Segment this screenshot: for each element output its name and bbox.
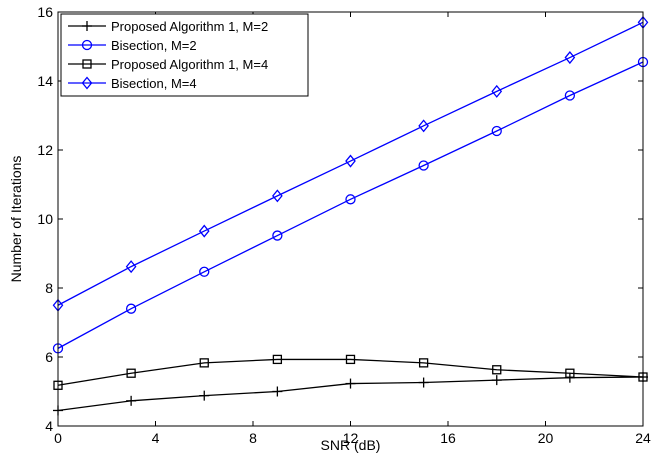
- legend-item: Bisection, M=4: [68, 76, 197, 91]
- x-tick-label: 0: [54, 430, 62, 446]
- legend: Proposed Algorithm 1, M=2 Bisection, M=2 P…: [60, 13, 309, 97]
- x-tick-label: 20: [538, 430, 554, 446]
- legend-box: [60, 13, 309, 97]
- y-tick-label: 4: [45, 418, 53, 434]
- y-tick-label: 14: [37, 73, 53, 89]
- series-line: [57, 61, 644, 349]
- x-tick-label: 12: [343, 430, 359, 446]
- plus-marker: [126, 395, 137, 406]
- diamond-marker: [345, 154, 356, 168]
- diamond-marker: [81, 76, 93, 90]
- square-marker: [492, 365, 502, 375]
- series-line: [57, 358, 644, 386]
- y-tick-label: 12: [37, 142, 53, 158]
- series-line: [57, 21, 644, 306]
- diamond-marker: [491, 84, 503, 98]
- series-circle: [52, 56, 649, 354]
- plus-marker: [491, 375, 502, 386]
- diamond-marker: [198, 224, 210, 238]
- legend-label: Proposed Algorithm 1, M=2: [111, 19, 268, 34]
- diamond-marker: [125, 260, 137, 274]
- circle-marker: [345, 194, 356, 205]
- y-tick-label: 6: [45, 349, 53, 365]
- circle-marker: [564, 90, 576, 101]
- plus-marker: [418, 377, 429, 388]
- diamond-marker: [272, 189, 283, 203]
- legend-item: Proposed Algorithm 1, M=2: [68, 19, 268, 34]
- circle-marker: [125, 303, 137, 314]
- square-marker: [272, 354, 283, 365]
- circle-marker: [199, 266, 210, 277]
- square-marker: [418, 358, 429, 368]
- y-tick-label: 8: [45, 280, 53, 296]
- plus-marker: [199, 390, 210, 401]
- x-tick-label: 4: [152, 430, 160, 446]
- circle-marker: [491, 125, 502, 137]
- x-tick-label: 24: [635, 430, 651, 446]
- square-marker: [345, 354, 356, 365]
- plus-marker: [272, 386, 283, 397]
- legend-label: Proposed Algorithm 1, M=4: [111, 57, 268, 72]
- plus-marker: [82, 21, 92, 31]
- y-tick-label: 10: [37, 211, 53, 227]
- legend-label: Bisection, M=2: [111, 38, 197, 53]
- square-marker: [82, 59, 92, 69]
- series-square: [53, 354, 648, 390]
- square-marker: [565, 368, 575, 378]
- x-tick-label: 8: [249, 430, 257, 446]
- y-axis-label: Number of Iterations: [8, 156, 24, 283]
- legend-item: Proposed Algorithm 1, M=4: [68, 57, 268, 72]
- circle-marker: [81, 39, 93, 51]
- circle-marker: [418, 160, 429, 171]
- circle-marker: [272, 230, 283, 241]
- diamond-marker: [564, 51, 576, 65]
- diamond-marker: [418, 119, 429, 133]
- x-axis-label: SNR (dB): [321, 437, 381, 453]
- plus-marker: [345, 378, 356, 389]
- square-marker: [126, 368, 136, 378]
- legend-label: Bisection, M=4: [111, 76, 197, 91]
- y-tick-label: 16: [37, 4, 53, 20]
- x-tick-label: 16: [440, 430, 456, 446]
- square-marker: [199, 358, 209, 368]
- legend-item: Bisection, M=2: [68, 38, 197, 53]
